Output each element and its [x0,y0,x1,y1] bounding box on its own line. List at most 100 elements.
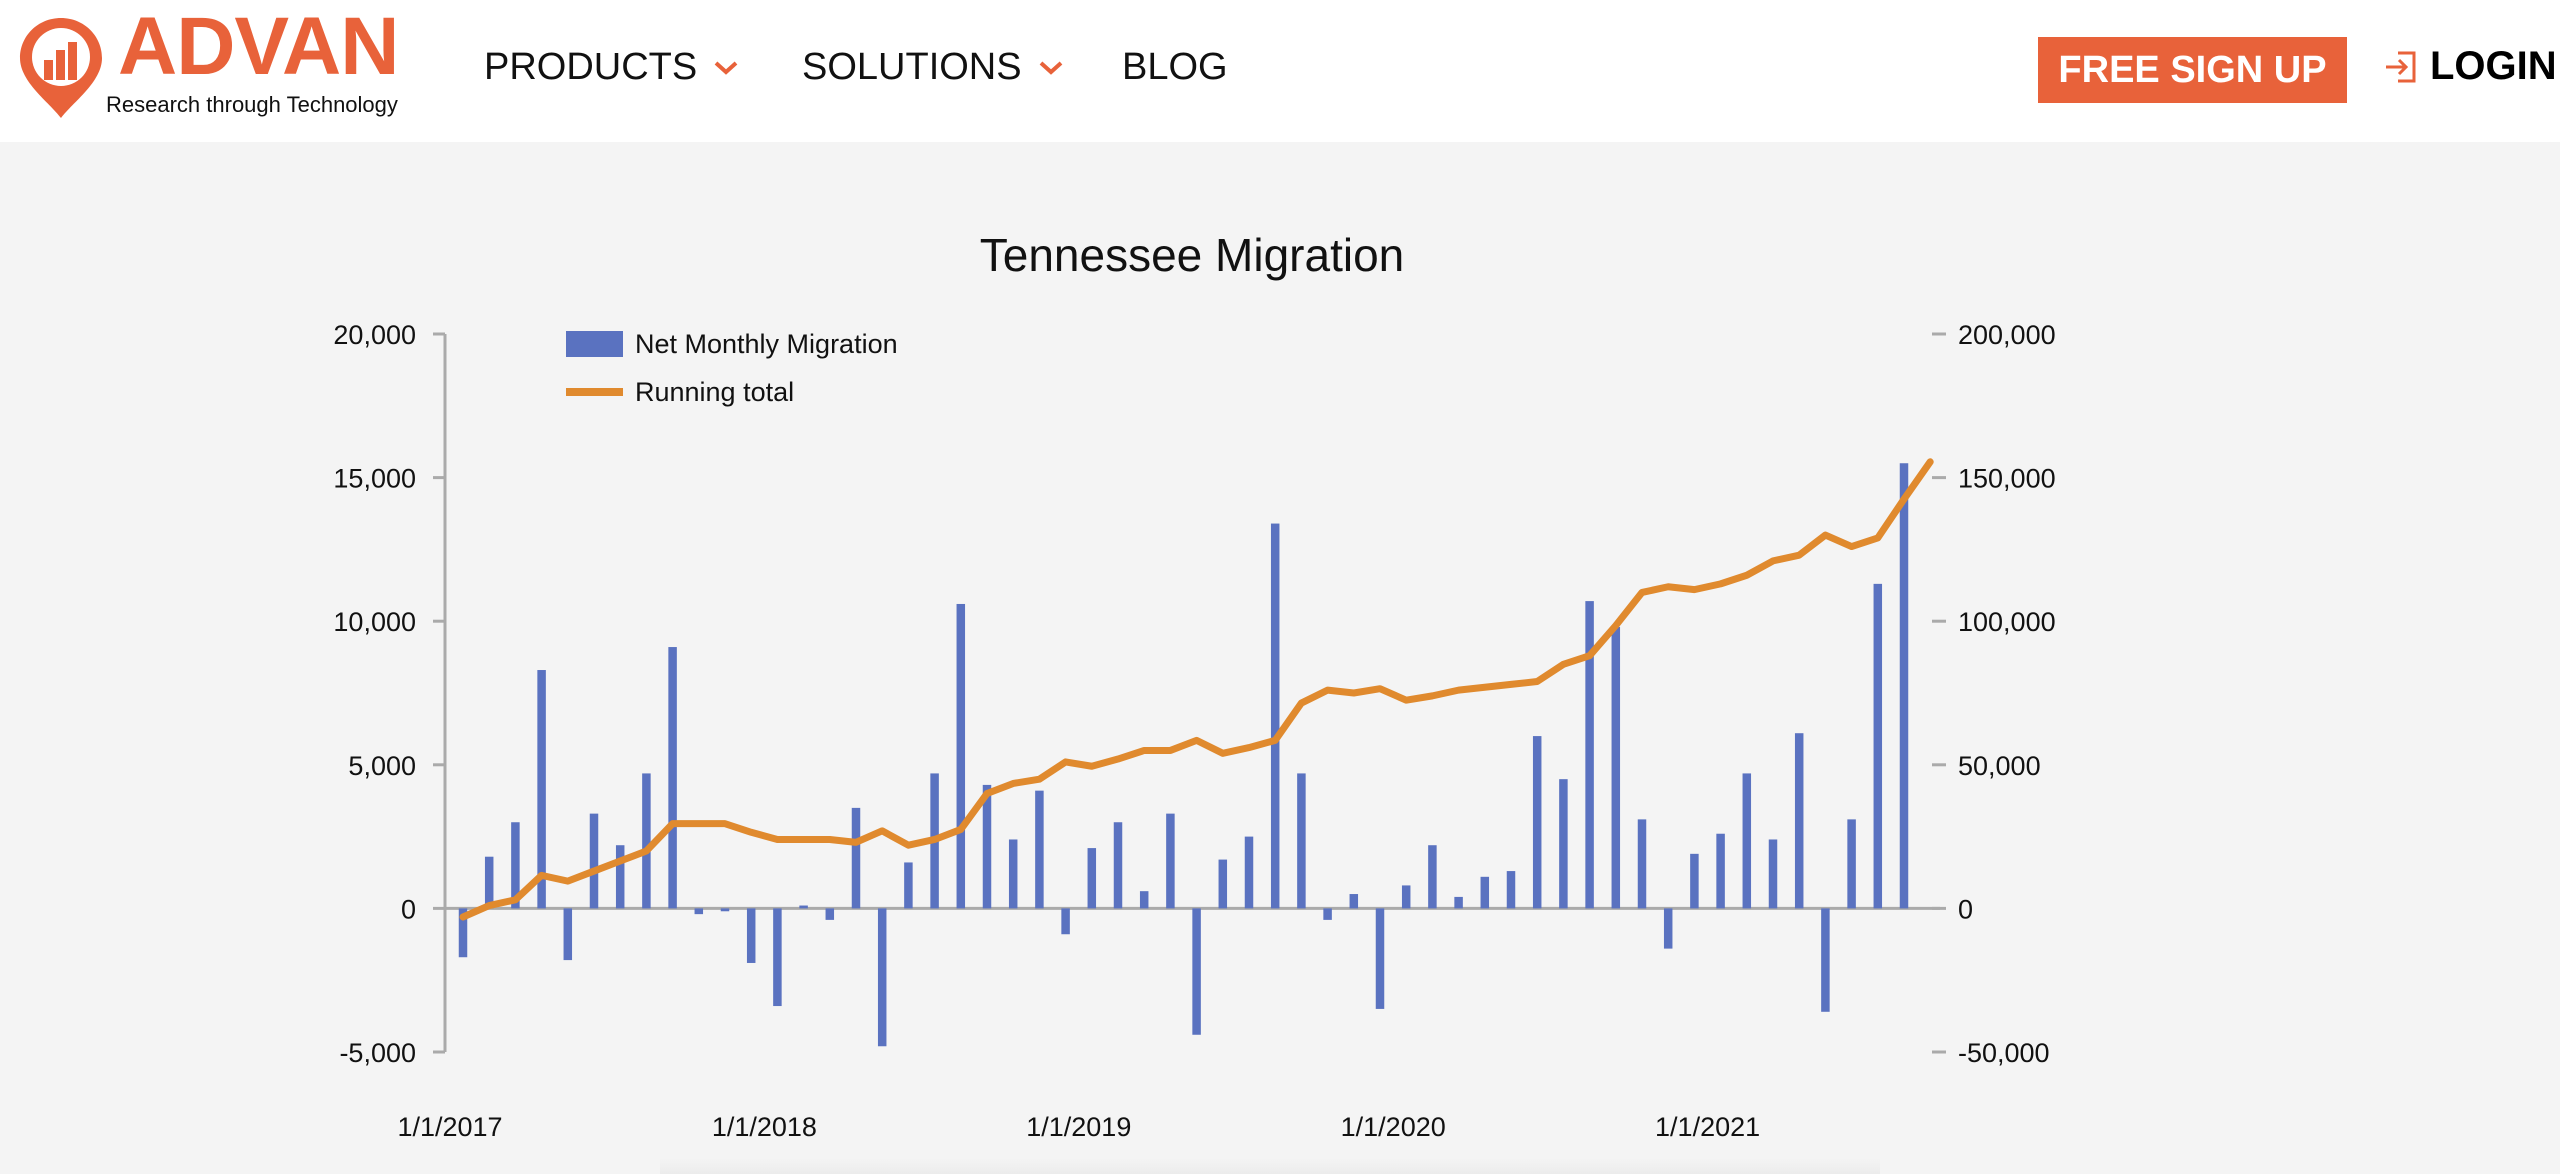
login-link[interactable]: LOGIN [2382,44,2557,89]
legend-label-bars: Net Monthly Migration [635,329,898,359]
migration-bar [1506,871,1516,909]
right-tick-label: -50,000 [1958,1038,2050,1068]
migration-bar [1847,819,1856,909]
x-tick-label: 1/1/2020 [1341,1112,1446,1142]
migration-bar [1270,523,1280,909]
migration-bar [458,908,468,958]
nav-solutions-label: SOLUTIONS [802,46,1022,88]
advan-logo[interactable]: ADVAN Research through Technology [14,6,414,122]
legend-swatch-bars [566,331,623,357]
migration-bar [1113,822,1123,909]
right-tick-label: 200,000 [1958,320,2056,350]
migration-bar [1375,908,1385,1009]
migration-bar [956,603,966,909]
migration-bar [877,908,887,1047]
migration-bar [1401,885,1411,909]
migration-bar [1480,876,1490,909]
logo-tagline: Research through Technology [106,92,398,117]
site-header: ADVAN Research through Technology PRODUC… [0,0,2560,142]
migration-bar [799,905,808,909]
migration-bar [851,807,861,909]
migration-bar [589,813,599,909]
x-tick-label: 1/1/2021 [1655,1112,1760,1142]
x-tick-label: 1/1/2018 [712,1112,817,1142]
chevron-down-icon [1039,61,1062,75]
nav-blog-label: BLOG [1122,46,1228,88]
migration-bar [1663,908,1673,949]
migration-bar [1559,779,1568,909]
migration-bar [1035,790,1044,909]
migration-bar [720,908,730,912]
migration-bar [1139,891,1149,909]
running-total-line [459,458,1934,921]
migration-bar [484,856,494,909]
right-tick-label: 150,000 [1958,464,2056,494]
migration-bar [511,822,520,909]
migration-bar [1873,583,1883,909]
migration-chart: Tennessee Migration -5,000 0 5,000 10,000 15… [333,229,2055,1142]
left-tick-label: 0 [401,894,416,924]
migration-bar [746,908,756,963]
migration-bar [1061,908,1070,935]
migration-bar [642,773,651,909]
migration-bar [1637,819,1647,909]
running-total-series [459,458,1934,921]
left-tick-label: 20,000 [333,320,416,350]
left-tick-label: 10,000 [333,607,416,637]
migration-bar [1087,848,1097,909]
migration-bar [1166,813,1175,909]
migration-bar [1690,853,1699,909]
migration-bar [1244,836,1254,909]
migration-bar [1428,845,1437,909]
right-tick-label: 50,000 [1958,751,2041,781]
migration-bar [1218,859,1228,909]
migration-bar [825,908,835,920]
left-tick-label: -5,000 [339,1038,416,1068]
migration-bar [1821,908,1830,1012]
legend-label-line: Running total [635,377,794,407]
x-tick-label: 1/1/2019 [1026,1112,1131,1142]
nav-blog[interactable]: BLOG [1122,46,1228,89]
migration-bar [694,908,704,915]
axes: -5,000 0 5,000 10,000 15,000 20,000 -50,000 0 50… [333,320,2055,1142]
migration-bar [1349,894,1359,909]
migration-bar [1716,833,1725,909]
migration-bar [982,784,992,909]
right-tick-label: 100,000 [1958,607,2056,637]
migration-bar [1192,908,1201,1035]
map-pin-logo-icon [20,18,102,118]
login-icon [2386,51,2416,82]
migration-bar [1585,601,1594,909]
x-tick-label: 1/1/2017 [397,1112,502,1142]
migration-bar [1611,626,1621,909]
left-tick-label: 15,000 [333,464,416,494]
chart-title: Tennessee Migration [980,229,1404,281]
free-signup-button[interactable]: FREE SIGN UP [2038,37,2347,103]
migration-bar [615,845,625,909]
page-divider [660,1158,1880,1174]
logo-wordmark: ADVAN [118,1,399,92]
migration-bar [537,670,546,909]
migration-bar [773,908,782,1007]
chevron-down-icon [714,61,738,75]
left-tick-label: 5,000 [348,751,416,781]
right-tick-label: 0 [1958,894,1973,924]
migration-bar [563,908,573,961]
nav-products[interactable]: PRODUCTS [484,46,739,89]
migration-bar [1297,773,1306,909]
legend: Net Monthly Migration Running total [566,329,898,407]
login-label: LOGIN [2430,44,2557,88]
nav-solutions[interactable]: SOLUTIONS [802,46,1064,89]
migration-bar [1008,839,1018,909]
bars-series [458,463,1909,1047]
migration-bar [1742,773,1752,909]
migration-bar [1454,896,1463,909]
migration-bar [1532,736,1542,909]
migration-bar [1899,463,1909,909]
migration-bar [1323,908,1332,920]
nav-products-label: PRODUCTS [484,46,698,88]
migration-bar [1768,839,1778,909]
migration-bar [668,647,677,909]
migration-bar [1794,733,1804,909]
migration-bar [904,862,913,909]
